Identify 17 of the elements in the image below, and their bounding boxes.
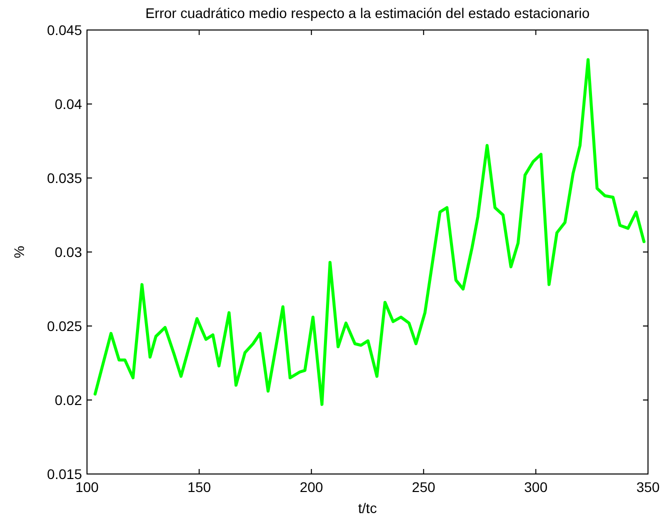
chart-title: Error cuadrático medio respecto a la estimación del estado estacionario [145, 5, 590, 21]
y-tick-label: 0.03 [54, 244, 82, 260]
x-tick-label: 300 [524, 479, 548, 495]
x-tick-label: 150 [188, 479, 212, 495]
line-series [94, 58, 646, 406]
x-tick-label: 350 [636, 479, 660, 495]
x-tick-label: 200 [300, 479, 324, 495]
x-tick-label: 250 [412, 479, 436, 495]
y-tick-label: 0.025 [46, 318, 82, 334]
x-tick-label: 100 [75, 479, 99, 495]
y-axis-title: % [11, 246, 27, 258]
y-tick-label: 0.035 [46, 170, 82, 186]
x-axis-title: t/tc [358, 500, 377, 516]
y-tick-label: 0.045 [46, 22, 82, 38]
y-tick-label: 0.015 [46, 466, 82, 482]
y-tick-label: 0.04 [54, 96, 82, 112]
y-tick-label: 0.02 [54, 392, 82, 408]
